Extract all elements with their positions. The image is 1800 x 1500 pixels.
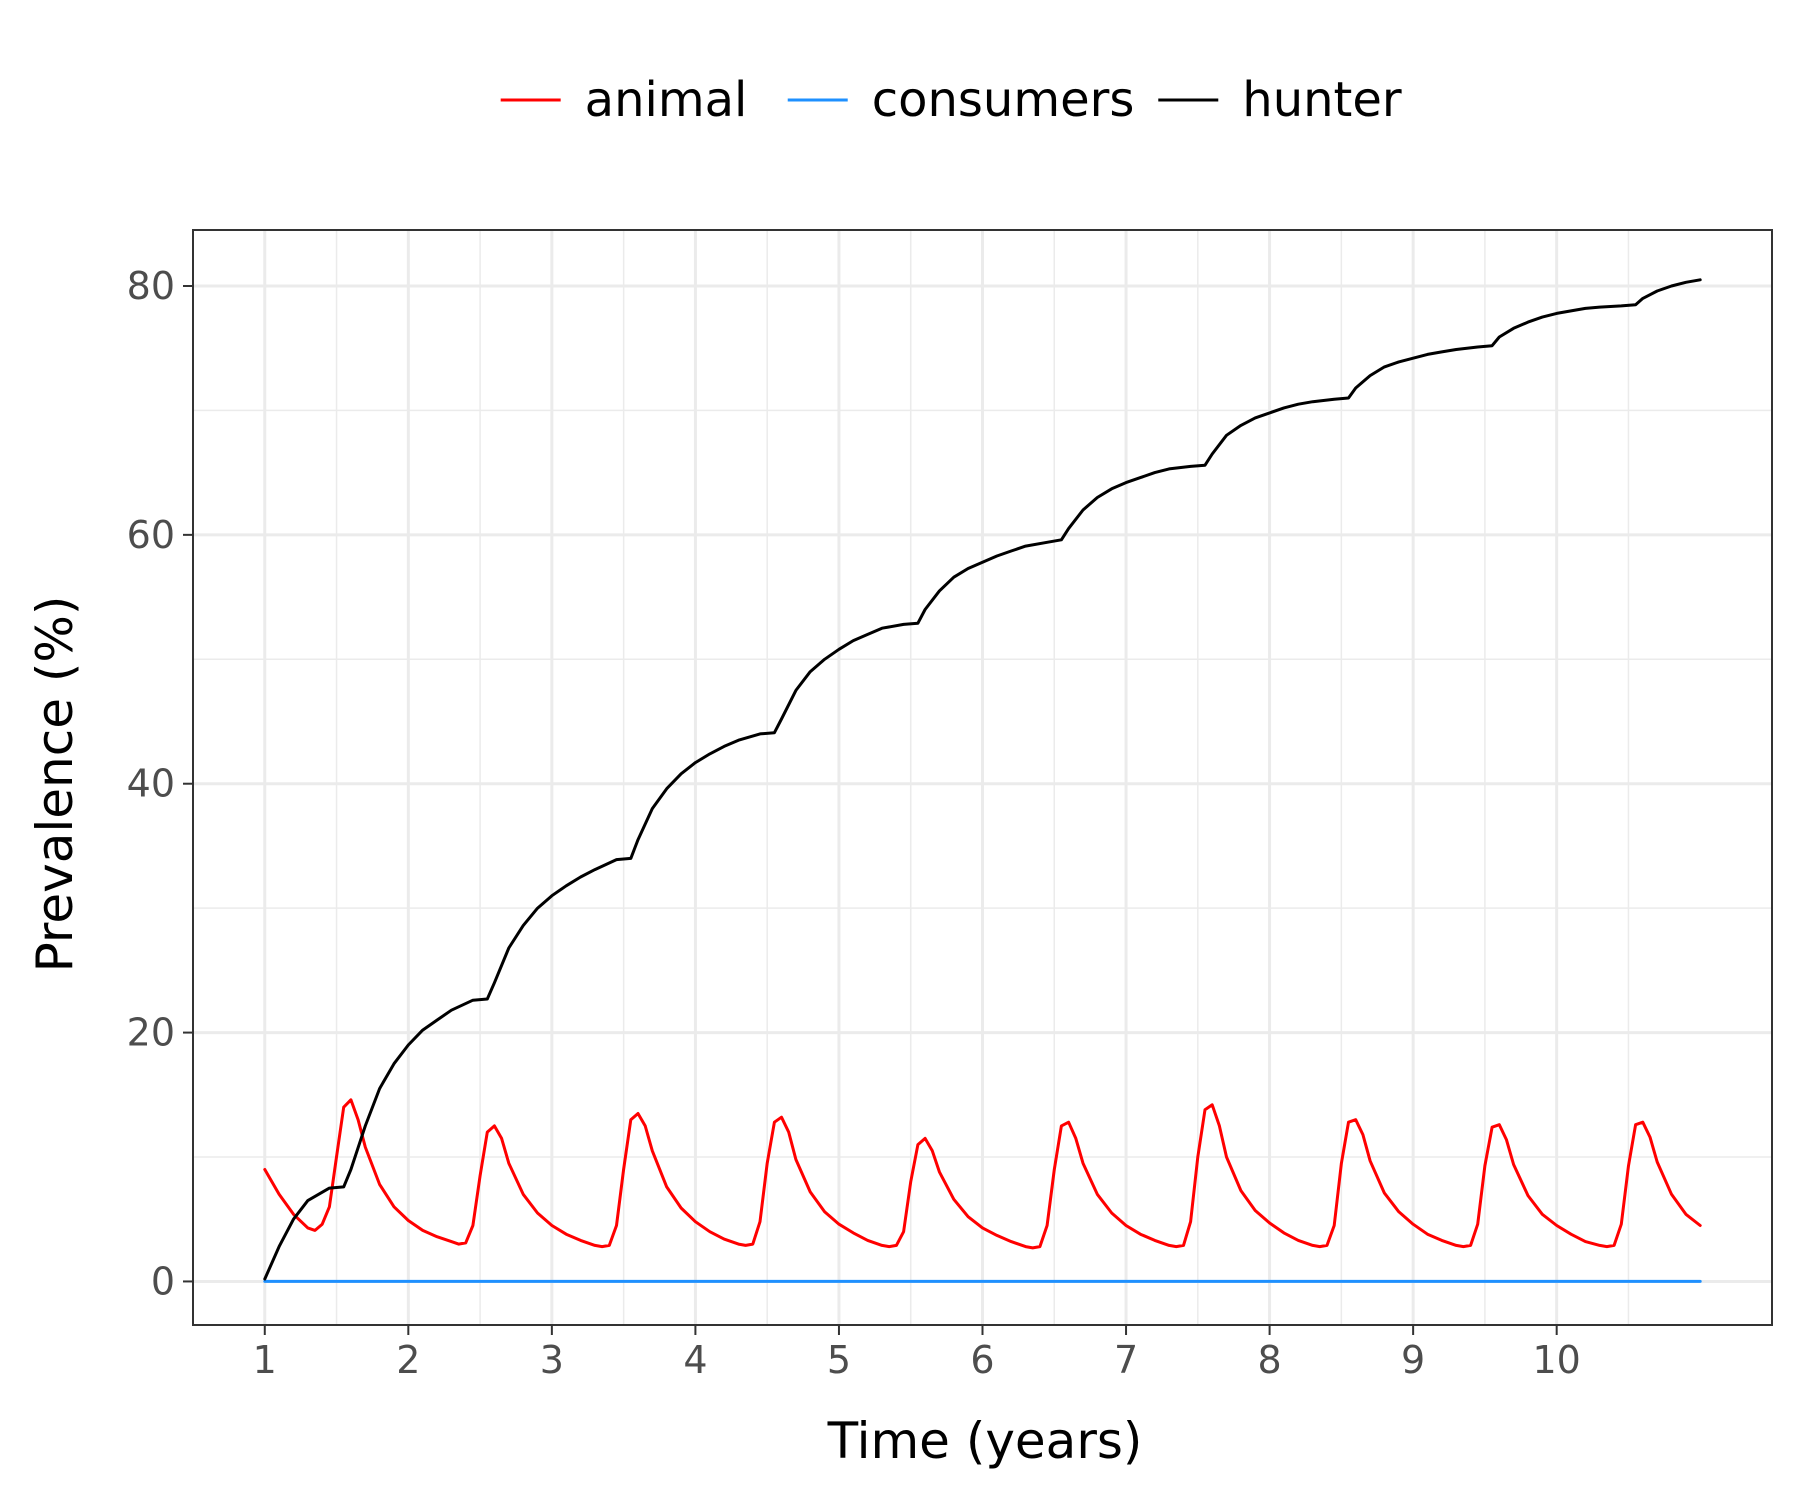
- legend-label-hunter: hunter: [1242, 72, 1402, 128]
- x-tick-label: 3: [540, 1338, 564, 1382]
- x-tick-label: 2: [396, 1338, 420, 1382]
- y-tick-label: 80: [127, 264, 175, 308]
- y-axis-title: Prevalence (%): [26, 596, 84, 973]
- legend-item-hunter: hunter: [1158, 72, 1402, 128]
- legend-item-consumers: consumers: [787, 72, 1135, 128]
- series-line-animal: [263, 1098, 1702, 1250]
- y-tick-label: 60: [127, 513, 175, 557]
- x-tick-label: 5: [827, 1338, 851, 1382]
- x-tick-label: 6: [970, 1338, 994, 1382]
- y-tick-label: 0: [151, 1259, 175, 1303]
- x-axis-title: Time (years): [827, 1412, 1143, 1470]
- y-tick-label: 20: [127, 1011, 175, 1055]
- legend: animal consumers hunter: [500, 72, 1402, 128]
- x-tick-label: 9: [1401, 1338, 1425, 1382]
- x-axis: 1 2 3 4 5 6 7 8 9 10: [253, 1325, 1581, 1382]
- legend-item-animal: animal: [500, 72, 748, 128]
- legend-label-animal: animal: [585, 72, 748, 128]
- x-tick-label: 10: [1533, 1338, 1581, 1382]
- legend-label-consumers: consumers: [872, 72, 1135, 128]
- x-tick-label: 1: [253, 1338, 277, 1382]
- y-axis: 0 20 40 60 80: [127, 264, 193, 1303]
- x-tick-label: 7: [1114, 1338, 1138, 1382]
- major-gridlines: [193, 230, 1772, 1325]
- y-tick-label: 40: [127, 762, 175, 806]
- x-tick-label: 4: [683, 1338, 707, 1382]
- x-tick-label: 8: [1257, 1338, 1281, 1382]
- series-layer: [263, 278, 1702, 1283]
- series-line-hunter: [263, 278, 1702, 1281]
